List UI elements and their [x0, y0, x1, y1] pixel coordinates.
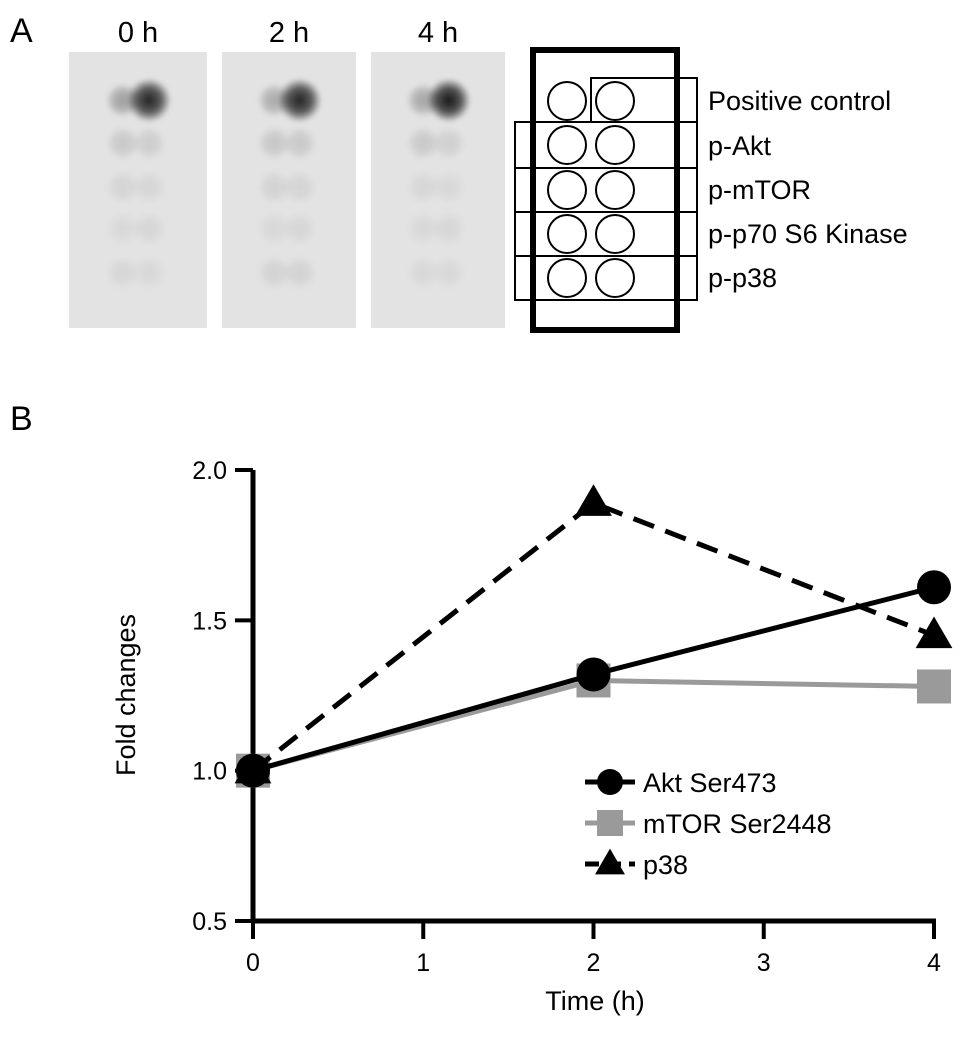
y-tick-label: 1.0 — [192, 758, 227, 786]
legend-marker — [595, 848, 625, 875]
array-box-row-4 — [514, 211, 698, 257]
blot-spot — [132, 170, 167, 205]
blot-0: 0 h — [69, 17, 207, 328]
legend-item: p38 — [585, 848, 688, 880]
line-chart: 0.51.01.52.00 1 2 3 4 Fold changes Time (h) … — [111, 457, 953, 1016]
blot-spot — [282, 126, 317, 161]
blot-spot — [132, 126, 167, 161]
series-p38 — [234, 484, 953, 784]
panel-a: A 0 h 2 h 4 h Positive control p-Akt p-mTO… — [10, 12, 908, 333]
blot-spot — [406, 170, 441, 205]
blot-spot — [282, 255, 317, 290]
legend-item: mTOR Ser2448 — [585, 809, 832, 839]
blot-spot — [257, 255, 292, 290]
array-label-p-mtor: p-mTOR — [708, 175, 811, 205]
blot-spot — [282, 211, 317, 246]
array-label-p-akt: p-Akt — [708, 131, 772, 161]
panel-a-label: A — [10, 12, 33, 50]
blot-time-label: 4 h — [418, 17, 458, 49]
panel-b: B 0.5 1.0 1.5 2.0 0 1 2 3 4 Fold changes Time (h… — [10, 400, 953, 1016]
array-label-p-p70-s6-kinase: p-p70 S6 Kinase — [708, 219, 908, 249]
blot-spot — [132, 211, 167, 246]
blot-spot — [406, 211, 441, 246]
array-dot — [547, 125, 587, 165]
x-tick-label: 3 — [757, 949, 771, 977]
data-point — [915, 616, 953, 649]
blot-images: 0 h 2 h 4 h — [69, 17, 505, 328]
blot-spot — [406, 126, 441, 161]
blot-spot — [105, 126, 140, 161]
x-axis-label: Time (h) — [545, 986, 645, 1016]
series-akt-ser473 — [236, 570, 951, 788]
legend-marker — [597, 810, 623, 836]
blot-spot — [257, 211, 292, 246]
array-map-diagram — [514, 47, 698, 333]
blot-spot — [277, 78, 322, 123]
array-box-row-3 — [514, 167, 698, 213]
y-tick-label: 1.5 — [192, 607, 227, 635]
array-dot — [595, 214, 635, 254]
panel-b-label: B — [10, 400, 33, 438]
array-dot — [595, 258, 635, 298]
blot-spot — [431, 126, 466, 161]
blot-spot — [257, 170, 292, 205]
array-label-p-p38: p-p38 — [708, 263, 777, 293]
blot-time-label: 2 h — [269, 17, 309, 49]
data-point — [575, 484, 612, 516]
blot-spot — [105, 170, 140, 205]
array-dot — [547, 81, 587, 121]
array-dot — [547, 258, 587, 298]
series-line — [251, 500, 935, 773]
blot-2: 4 h — [371, 17, 505, 328]
blot-spot — [431, 170, 466, 205]
series-layer — [234, 484, 953, 788]
blot-1: 2 h — [222, 17, 356, 328]
blot-spot — [132, 255, 167, 290]
x-tick-label: 0 — [246, 949, 260, 977]
legend-marker — [597, 769, 623, 795]
array-box-row-5 — [514, 255, 698, 301]
legend-item: Akt Ser473 — [585, 768, 777, 798]
chart-axes: 0.5 1.0 1.5 2.0 0 1 2 3 4 — [192, 457, 941, 977]
blot-spot — [431, 211, 466, 246]
x-tick-label: 2 — [587, 949, 601, 977]
array-membrane-outline — [530, 47, 680, 333]
x-tick-label: 1 — [416, 949, 430, 977]
array-dot — [547, 170, 587, 210]
array-row-labels: Positive control p-Akt p-mTOR p-p70 S6 K… — [708, 86, 908, 293]
blot-spot — [105, 255, 140, 290]
legend: Akt Ser473 mTOR Ser2448 p38 — [585, 768, 832, 880]
array-dot — [595, 81, 635, 121]
y-tick-label: 0.5 — [192, 908, 227, 936]
blot-time-label: 0 h — [118, 17, 158, 49]
blot-spot — [257, 126, 292, 161]
blot-spot — [127, 78, 172, 123]
data-point — [917, 669, 951, 704]
data-point — [234, 751, 272, 784]
data-point — [576, 657, 611, 692]
data-point — [917, 570, 951, 605]
blot-spot — [282, 170, 317, 205]
y-axis-label: Fold changes — [111, 614, 141, 776]
legend-label: Akt Ser473 — [643, 768, 777, 798]
blot-spot — [431, 255, 466, 290]
blot-spot — [105, 211, 140, 246]
x-tick-label: 4 — [927, 949, 941, 977]
array-dot — [595, 170, 635, 210]
blot-spot — [406, 255, 441, 290]
legend-label: mTOR Ser2448 — [643, 809, 832, 839]
array-dot — [595, 125, 635, 165]
legend-label: p38 — [643, 850, 688, 880]
y-tick-label: 2.0 — [192, 457, 227, 485]
array-dot — [547, 214, 587, 254]
blot-spot — [426, 78, 471, 123]
array-label-positive-control: Positive control — [708, 86, 891, 116]
